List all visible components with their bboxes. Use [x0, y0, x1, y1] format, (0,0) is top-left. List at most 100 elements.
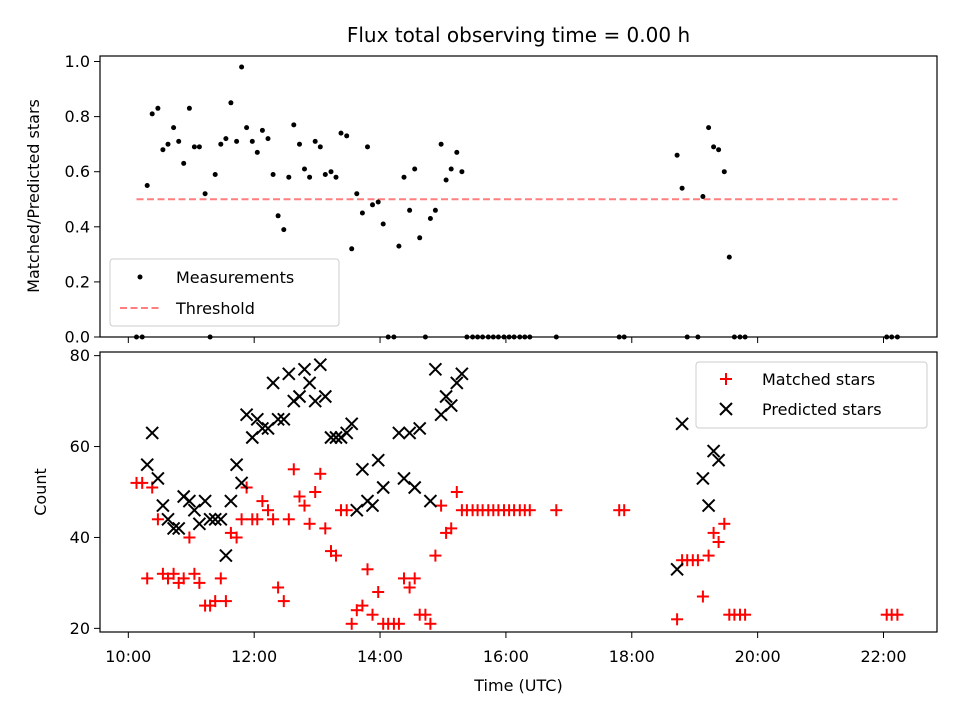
measurement-point	[149, 111, 155, 117]
top-xticks	[127, 337, 885, 343]
matched-star-point	[277, 595, 290, 608]
matched-star-point	[696, 590, 709, 603]
predicted-star-point	[182, 494, 197, 508]
bottom-ytick-label: 80	[70, 346, 90, 365]
predicted-star-point	[166, 521, 181, 536]
measurement-point	[202, 191, 208, 197]
bottom-xtick-label: 12:00	[231, 647, 277, 666]
matched-star-point	[550, 504, 563, 517]
measurement-point	[270, 172, 276, 177]
measurement-point	[228, 100, 234, 106]
measurement-point	[234, 138, 240, 144]
predicted-star-point	[675, 417, 689, 431]
measurement-point	[711, 144, 717, 150]
matched-star-point	[151, 513, 164, 526]
top-legend-box	[109, 258, 340, 327]
matched-star-point	[398, 572, 410, 585]
measurement-point	[401, 174, 407, 180]
measurement-point	[333, 174, 339, 180]
top-legend: Measurements Threshold	[109, 258, 340, 327]
legend-matched-marker	[720, 373, 732, 385]
measurement-point	[396, 243, 402, 249]
bottom-ytick-label: 40	[70, 528, 90, 547]
legend-predicted-label: Predicted stars	[762, 400, 882, 419]
predicted-star-point	[224, 494, 238, 508]
matched-star-point	[361, 563, 374, 576]
measurement-point	[417, 235, 423, 241]
measurement-point	[259, 127, 265, 133]
measurement-point	[706, 125, 712, 131]
measurement-point	[448, 166, 454, 172]
measurement-point	[359, 210, 365, 216]
matched-star-point	[408, 572, 421, 585]
top-ytick-label: 0.0	[65, 328, 90, 347]
predicted-star-point	[696, 471, 710, 486]
predicted-star-point	[371, 453, 385, 467]
measurement-point	[144, 183, 150, 188]
matched-star-point	[267, 513, 280, 526]
matched-star-point	[445, 522, 458, 535]
top-ytick-label: 0.8	[65, 107, 90, 126]
bottom-xtick-label: 20:00	[735, 647, 781, 666]
matched-star-point	[235, 513, 248, 526]
predicted-star-point	[302, 376, 317, 390]
measurement-point	[454, 149, 460, 155]
measurement-point	[297, 141, 302, 147]
matched-star-point	[891, 608, 904, 621]
matched-star-point	[177, 572, 190, 585]
matched-star-point	[702, 549, 715, 562]
measurement-point	[281, 227, 287, 233]
matched-star-point	[450, 486, 463, 498]
legend-measurements-marker	[137, 274, 143, 280]
measurement-point	[191, 144, 197, 150]
measurement-point	[286, 174, 292, 180]
predicted-star-point	[450, 376, 464, 390]
top-ytick-label: 0.6	[65, 162, 90, 181]
top-ytick-label: 0.2	[65, 272, 90, 291]
predicted-star-point	[439, 389, 453, 404]
matched-star-point	[330, 549, 342, 562]
matched-star-point	[618, 504, 631, 517]
predicted-star-point	[402, 426, 417, 440]
bottom-xticks: 10:00 12:00 14:00 16:00 18:00 20:00 22:00	[105, 632, 907, 666]
predicted-star-point	[308, 394, 322, 408]
predicted-star-point	[255, 421, 270, 436]
predicted-star-point	[171, 521, 186, 536]
x-axis-label: Time (UTC)	[473, 676, 562, 695]
measurement-point	[375, 199, 381, 205]
predicted-star-point	[161, 512, 175, 527]
measurement-point	[674, 152, 680, 158]
matched-star-point	[739, 608, 752, 621]
predicted-star-point	[239, 407, 254, 422]
matched-star-point	[523, 504, 536, 517]
predicted-star-point	[187, 503, 202, 517]
top-ytick-label: 0.4	[65, 217, 90, 236]
predicted-star-point	[313, 357, 328, 372]
measurement-point	[407, 207, 413, 213]
top-ytick-label: 1.0	[65, 52, 90, 71]
matched-star-point	[230, 531, 243, 544]
predicted-star-point	[282, 367, 296, 381]
measurement-point	[412, 166, 418, 172]
measurement-point	[726, 254, 732, 260]
predicted-star-point	[192, 517, 207, 531]
predicted-star-point	[229, 457, 244, 472]
matched-star-point	[429, 549, 442, 562]
matched-star-point	[691, 554, 704, 567]
predicted-star-point	[214, 512, 228, 527]
measurement-point	[212, 172, 218, 177]
matched-star-point	[718, 517, 731, 530]
measurement-point	[254, 149, 260, 155]
measurement-point	[223, 136, 229, 142]
predicted-star-point	[339, 426, 354, 440]
bottom-xtick-label: 16:00	[483, 647, 529, 666]
measurement-point	[700, 194, 706, 199]
bottom-ytick-label: 60	[70, 437, 90, 456]
predicted-star-point	[277, 412, 291, 427]
measurement-point	[171, 125, 177, 131]
measurement-point	[338, 130, 344, 136]
predicted-star-point	[297, 362, 312, 377]
bottom-panel: 20 40 60 80 10:00 12:00 14:00 16:00 18:00 20:00 2…	[31, 346, 938, 695]
matched-star-point	[366, 608, 379, 621]
measurement-point	[249, 138, 255, 144]
